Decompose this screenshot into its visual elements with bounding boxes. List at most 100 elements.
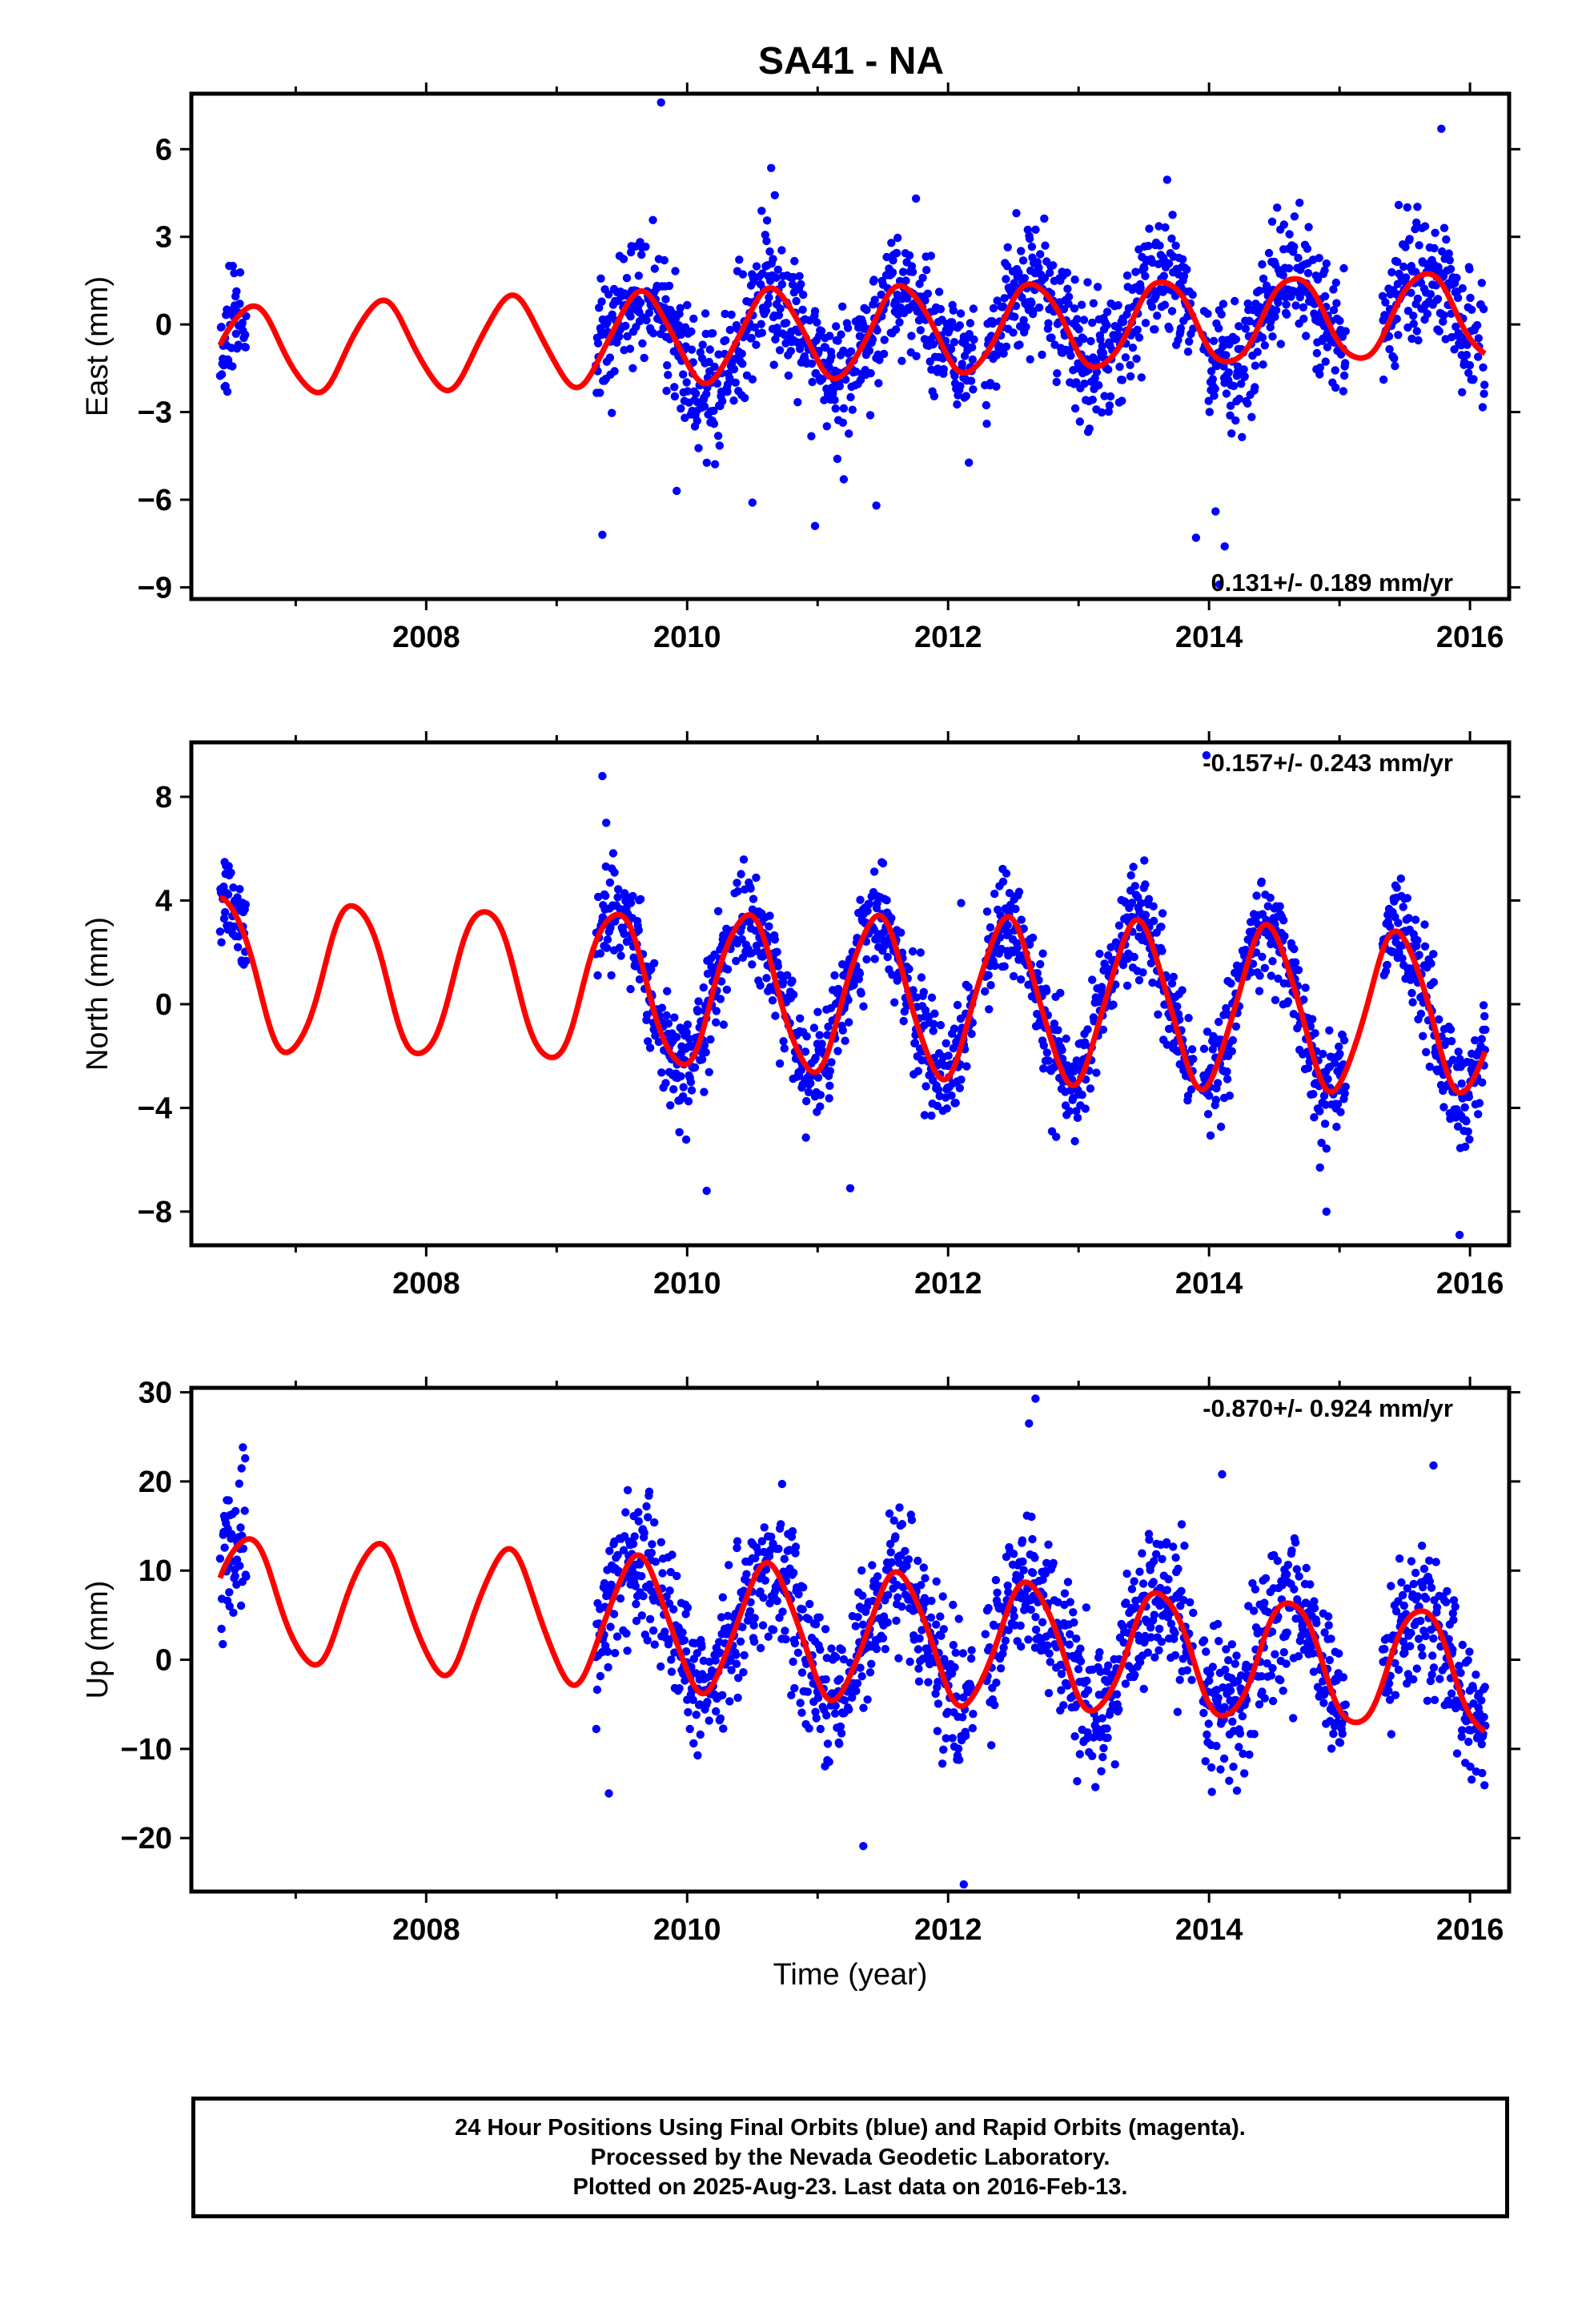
east-data-point [923, 289, 933, 298]
north-data-point [1427, 959, 1435, 968]
east-data-point [1229, 381, 1239, 391]
up-data-point [1413, 1592, 1423, 1601]
north-data-point [1435, 1015, 1443, 1024]
north-data-point [1392, 883, 1401, 892]
up-data-point [1261, 1574, 1271, 1583]
east-data-point [846, 347, 856, 356]
north-data-point [748, 960, 757, 969]
up-data-point [993, 1588, 1002, 1598]
east-data-point [966, 319, 975, 328]
up-data-point [239, 1544, 248, 1554]
up-data-point [1235, 1743, 1243, 1751]
up-data-point [220, 1543, 229, 1552]
north-data-point [1290, 944, 1299, 954]
up-data-point [981, 1630, 990, 1638]
east-data-point [1415, 241, 1423, 250]
east-data-point [1430, 243, 1439, 253]
up-data-point [1149, 1578, 1158, 1586]
east-data-point [1079, 316, 1089, 324]
east-data-point [950, 372, 959, 380]
up-data-point [1448, 1609, 1458, 1618]
up-data-point [691, 1669, 701, 1678]
north-data-point [942, 1039, 950, 1048]
up-data-point [1205, 1676, 1214, 1685]
up-data-point [764, 1632, 773, 1641]
up-data-point [832, 1653, 841, 1662]
north-data-point [752, 873, 761, 883]
up-data-point [1447, 1689, 1456, 1698]
north-data-point [887, 914, 896, 923]
north-data-point [1396, 874, 1406, 883]
up-x-tick-label: 2010 [653, 1913, 721, 1947]
north-data-point [1420, 920, 1429, 929]
east-data-point [1052, 377, 1061, 387]
north-data-point [1130, 882, 1140, 891]
up-data-point [780, 1554, 789, 1563]
north-data-point [756, 981, 765, 990]
north-data-point [863, 907, 872, 915]
north-data-point [833, 984, 843, 994]
up-data-point [1479, 1730, 1488, 1739]
north-outlier-point [602, 818, 611, 827]
up-data-point [773, 1597, 781, 1606]
north-data-point [1122, 981, 1132, 991]
up-data-point [1279, 1687, 1287, 1695]
north-data-point [830, 971, 839, 980]
up-data-point [893, 1593, 902, 1602]
east-data-point [705, 345, 714, 354]
east-data-point [955, 321, 965, 330]
up-data-point [689, 1695, 697, 1704]
up-data-point [1082, 1603, 1091, 1612]
north-data-point [1408, 998, 1417, 1007]
east-data-point [1085, 424, 1094, 433]
up-data-point [1443, 1586, 1452, 1596]
up-y-tick-label: 0 [155, 1644, 172, 1678]
east-data-point [947, 318, 957, 327]
east-data-point [1128, 344, 1138, 352]
up-data-point [934, 1699, 943, 1708]
up-data-point [1162, 1538, 1171, 1547]
north-data-point [1415, 951, 1423, 959]
east-data-point [1167, 307, 1177, 316]
up-data-point [777, 1479, 787, 1489]
north-data-point [1140, 856, 1149, 865]
up-data-point [1276, 1675, 1285, 1685]
north-data-point [1205, 1092, 1214, 1100]
east-data-point [1478, 403, 1488, 412]
up-data-point [634, 1508, 643, 1517]
north-data-point [717, 977, 726, 986]
north-data-point [1044, 1056, 1054, 1065]
up-data-point [658, 1569, 667, 1578]
east-data-point [1027, 299, 1036, 308]
up-data-point [1432, 1602, 1442, 1612]
up-data-point [1207, 1763, 1216, 1772]
east-data-point [682, 378, 691, 387]
east-data-point [1222, 351, 1231, 360]
north-data-point [770, 935, 779, 944]
east-data-point [1106, 392, 1115, 401]
north-data-point [921, 1082, 930, 1091]
east-data-point [820, 396, 829, 404]
up-data-point [1457, 1732, 1466, 1741]
east-data-point [1231, 335, 1241, 344]
up-data-point [644, 1513, 652, 1522]
up-data-point [787, 1691, 796, 1699]
east-data-point [870, 296, 879, 304]
up-data-point [1258, 1687, 1267, 1696]
north-data-point [1154, 1010, 1162, 1019]
north-data-point [1173, 1002, 1182, 1011]
north-y-tick-label: 0 [155, 988, 172, 1022]
up-data-point [750, 1614, 759, 1622]
east-data-point [1010, 279, 1018, 287]
east-data-point [1341, 327, 1351, 336]
north-data-point [1228, 1035, 1238, 1045]
north-data-point [775, 1059, 785, 1068]
east-data-point [1413, 203, 1422, 211]
up-data-point [913, 1556, 922, 1566]
east-data-point [833, 454, 842, 464]
up-data-point [990, 1621, 998, 1630]
east-data-point [956, 309, 966, 318]
up-data-point [1044, 1540, 1053, 1550]
east-data-point [677, 404, 685, 413]
